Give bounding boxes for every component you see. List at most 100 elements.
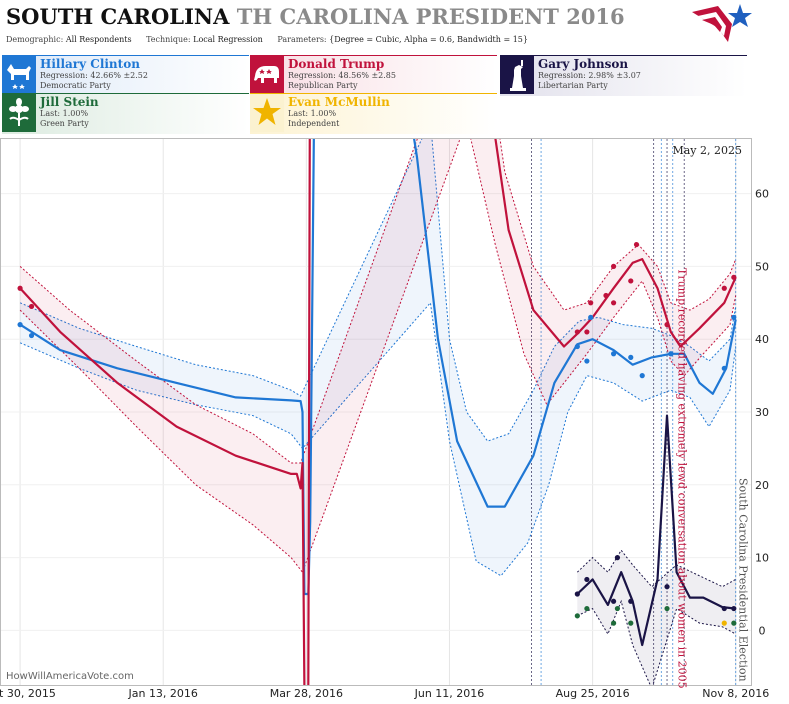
trump-poll-point: [574, 329, 580, 335]
clinton-trend-line: [19, 139, 737, 596]
y-tick-label: 50: [755, 260, 769, 273]
watermark: HowWillAmericaVote.com: [6, 671, 134, 682]
trump-upper-bound: [19, 139, 737, 464]
clinton-poll-point: [731, 314, 737, 320]
chart-parameters: Demographic: All Respondents Technique: …: [6, 35, 528, 44]
trump-poll-point: [633, 241, 640, 248]
x-tick-label: Nov 8, 2016: [702, 687, 769, 700]
candidate-name: Gary Johnson: [538, 57, 629, 71]
stein-poll-point: [610, 620, 617, 626]
confidence-bands: [19, 139, 737, 685]
stein-poll-point: [584, 605, 590, 612]
x-tick-label: Jan 13, 2016: [127, 687, 197, 700]
candidate-regression: Regression: 48.56% ±2.85: [288, 71, 396, 80]
candidate-last: Last: 1.00%: [40, 109, 89, 118]
date-label: May 2, 2025: [672, 144, 742, 157]
legend-item-johnson: Gary Johnson Regression: 2.98% ±3.07 Lib…: [500, 55, 747, 96]
y-axis: 0 10 20 30 40 50 60: [755, 188, 769, 638]
y-tick-label: 20: [755, 479, 769, 492]
trump-poll-point: [610, 300, 617, 306]
trump-poll-point: [628, 278, 634, 284]
x-tick-label: Mar 28, 2016: [270, 687, 343, 700]
candidate-party: Republican Party: [288, 81, 358, 90]
trump-poll-point: [610, 263, 617, 269]
trend-lines: [19, 139, 737, 685]
site-logo-icon: [692, 4, 752, 42]
legend-item-clinton: Hillary Clinton Regression: 42.66% ±2.52…: [2, 55, 249, 96]
clinton-poll-point: [628, 354, 634, 360]
trump-lower-bound: [19, 139, 737, 574]
legend-item-mcmullin: Evan McMullin Last: 1.00% Independent: [250, 93, 497, 134]
clinton-poll-point: [17, 322, 23, 328]
johnson-trend-line: [576, 414, 736, 647]
x-tick-label: Aug 25, 2016: [556, 687, 630, 700]
stein-poll-point: [664, 605, 670, 612]
demographic-label: Demographic:: [6, 35, 64, 44]
trump-poll-point: [584, 329, 590, 335]
poll-date-lines: [531, 139, 737, 685]
donkey-icon: [2, 56, 36, 94]
y-tick-label: 40: [755, 333, 769, 346]
elephant-icon: [250, 56, 284, 94]
trump-poll-point: [603, 292, 609, 299]
candidate-party: Independent: [288, 119, 340, 128]
annotation-lewd-tape: Trump recorded having extremely lewd con…: [676, 268, 689, 689]
chart-header: SOUTH CAROLINA TH CAROLINA PRESIDENT 201…: [0, 0, 789, 52]
candidate-name: Evan McMullin: [288, 95, 390, 109]
johnson-lower-bound: [577, 599, 736, 685]
trump-poll-point: [731, 274, 737, 280]
candidate-regression: Regression: 42.66% ±2.52: [40, 71, 148, 80]
johnson-poll-point: [610, 598, 617, 604]
clinton-poll-point: [610, 351, 617, 357]
candidate-name: Jill Stein: [40, 95, 99, 109]
candidate-name: Donald Trump: [288, 57, 385, 71]
clinton-poll-point: [668, 351, 674, 357]
trump-trend-line: [19, 139, 737, 685]
x-axis: Oct 30, 2015 Jan 13, 2016 Mar 28, 2016 Jun …: [0, 687, 769, 700]
trump-band: [20, 139, 736, 573]
clinton-poll-point: [721, 365, 727, 371]
candidate-name: Hillary Clinton: [40, 57, 140, 71]
event-annotations: Trump recorded having extremely lewd con…: [676, 268, 750, 689]
clinton-upper-bound: [19, 139, 737, 442]
stein-poll-point: [574, 613, 580, 619]
parameters-value: {Degree = Cubic, Alpha = 0.6, Bandwidth …: [329, 35, 528, 44]
candidate-party: Green Party: [40, 119, 89, 128]
clinton-poll-point: [574, 343, 580, 350]
x-tick-label: Oct 30, 2015: [0, 687, 56, 700]
johnson-poll-point: [614, 555, 621, 561]
parameters-label: Parameters:: [277, 35, 327, 44]
johnson-poll-point: [584, 576, 590, 583]
clinton-poll-point: [588, 314, 594, 320]
flower-icon: [2, 94, 36, 132]
stein-poll-point: [614, 605, 621, 612]
mcmullin-poll-point: [721, 620, 727, 626]
title-state: SOUTH CAROLINA: [6, 4, 230, 29]
star-icon: [250, 94, 284, 132]
technique-label: Technique:: [146, 35, 191, 44]
johnson-band: [577, 550, 736, 685]
johnson-poll-point: [628, 598, 634, 604]
johnson-upper-bound: [576, 549, 736, 588]
clinton-poll-point: [584, 358, 590, 364]
statue-of-liberty-icon: [500, 56, 534, 94]
y-tick-label: 30: [755, 406, 769, 419]
title-race: TH CAROLINA PRESIDENT 2016: [236, 4, 625, 29]
legend-item-stein: Jill Stein Last: 1.00% Green Party: [2, 93, 249, 134]
y-tick-label: 10: [755, 552, 769, 565]
johnson-poll-point: [731, 605, 737, 612]
stein-poll-point: [628, 620, 634, 626]
y-tick-label: 0: [759, 624, 766, 637]
johnson-poll-point: [664, 584, 670, 590]
demographic-value: All Respondents: [65, 35, 132, 44]
plot-frame: [0, 138, 752, 686]
trump-poll-point: [28, 303, 35, 310]
candidate-last: Last: 1.00%: [288, 109, 337, 118]
johnson-poll-point: [574, 591, 580, 597]
candidate-party: Libertarian Party: [538, 81, 608, 90]
clinton-lower-bound: [19, 301, 737, 577]
annotation-election-day: South Carolina Presidential Election: [737, 478, 750, 682]
candidate-party: Democratic Party: [40, 81, 111, 90]
trump-poll-point: [721, 285, 727, 291]
